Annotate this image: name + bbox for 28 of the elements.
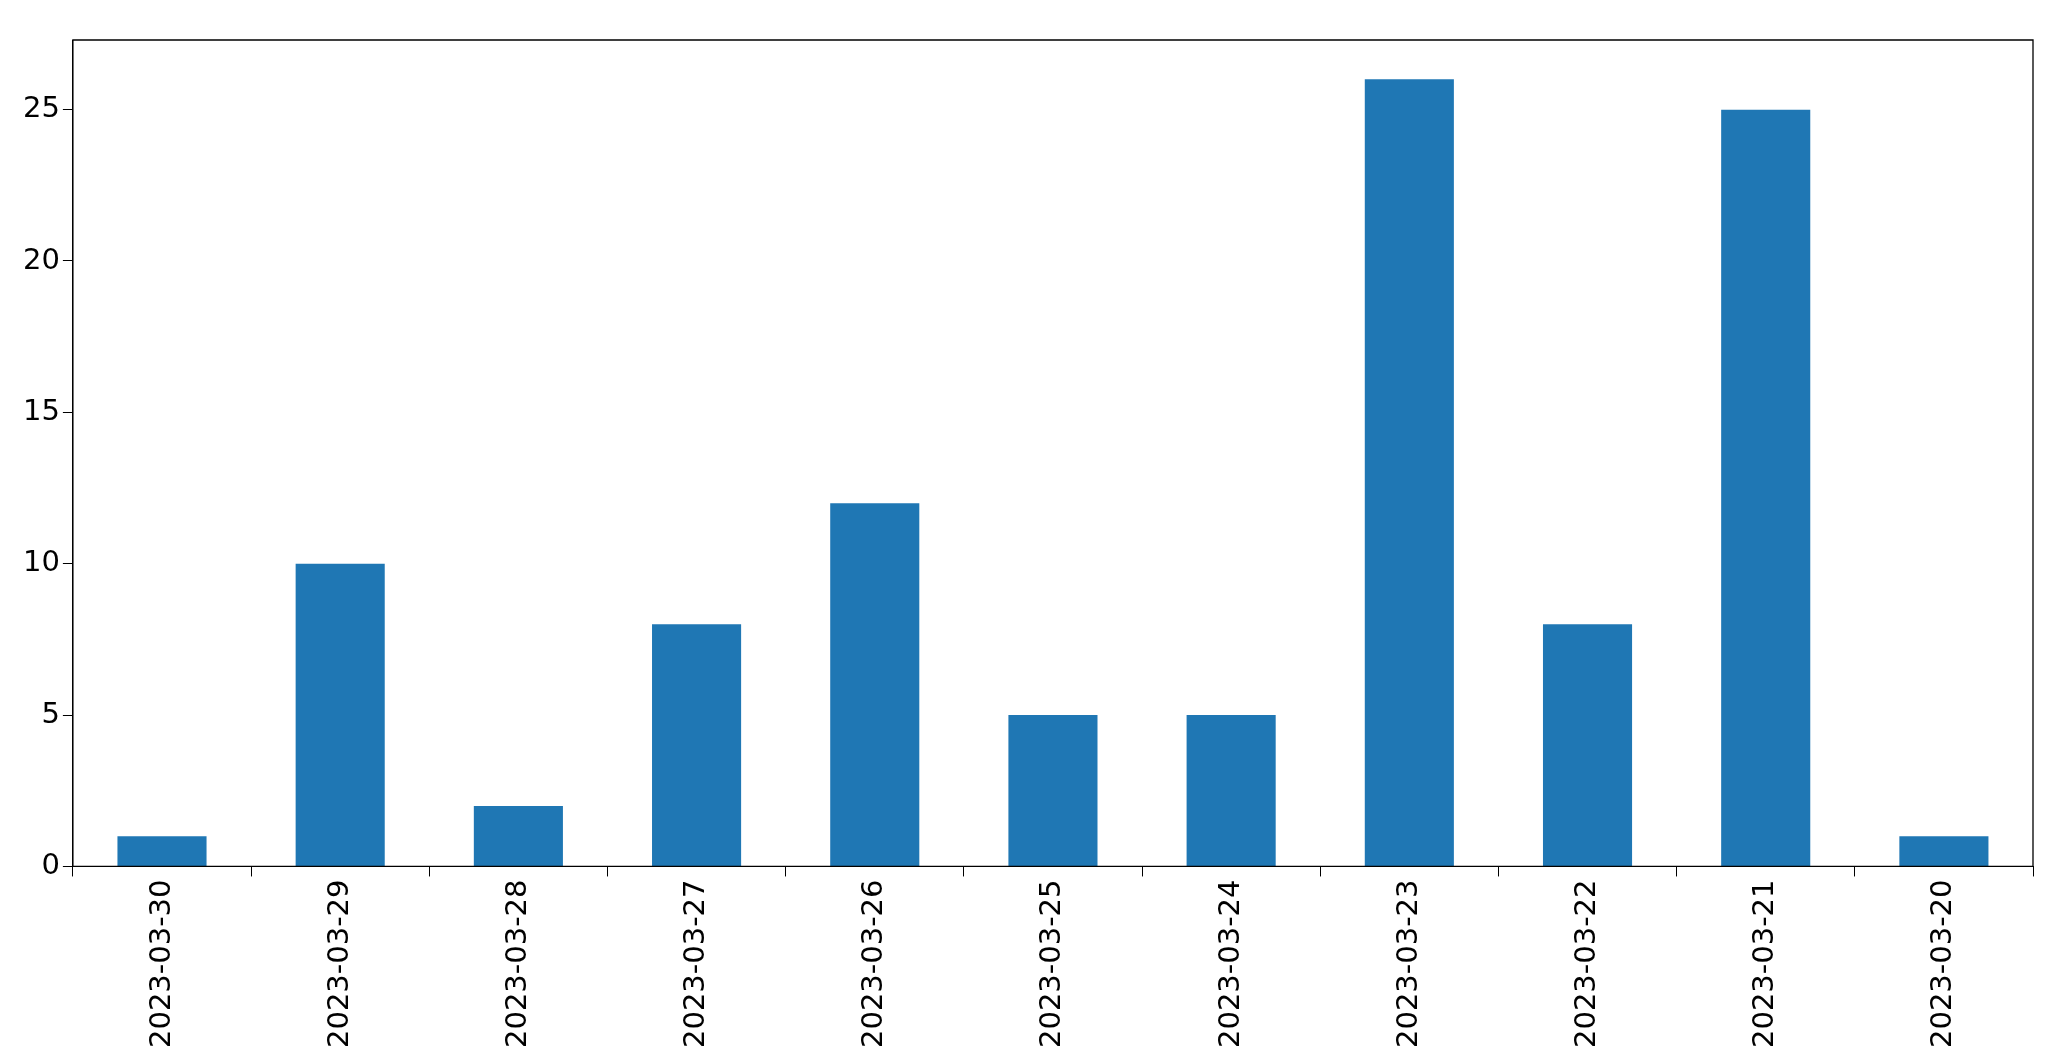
bar — [1721, 109, 1811, 866]
x-tick-label: 2023-03-30 — [142, 879, 177, 1049]
bar — [1542, 624, 1633, 866]
y-tick-label: 20 — [23, 241, 60, 276]
y-tick-label: 15 — [23, 392, 60, 427]
x-tick-label: 2023-03-21 — [1746, 879, 1781, 1049]
x-tick-label: 2023-03-25 — [1033, 879, 1068, 1049]
bar — [1008, 715, 1098, 866]
bar — [117, 836, 207, 866]
x-tick-label: 2023-03-20 — [1924, 879, 1959, 1049]
y-tick-label: 5 — [41, 695, 60, 730]
x-tick-label: 2023-03-28 — [498, 879, 533, 1049]
bar — [295, 563, 385, 866]
x-tick-label: 2023-03-22 — [1568, 879, 1603, 1049]
x-tick-label: 2023-03-24 — [1211, 879, 1246, 1049]
y-tick-label: 10 — [23, 544, 60, 579]
bar — [1186, 715, 1276, 866]
y-tick-label: 0 — [41, 847, 60, 881]
bar — [1899, 836, 1989, 866]
bar — [830, 503, 920, 866]
x-tick-label: 2023-03-27 — [677, 879, 712, 1049]
bar — [652, 624, 742, 866]
x-tick-label: 2023-03-26 — [855, 879, 890, 1049]
bar — [1364, 79, 1454, 866]
y-tick-label: 25 — [23, 90, 60, 125]
x-tick-label: 2023-03-23 — [1389, 879, 1424, 1049]
x-tick-label: 2023-03-29 — [320, 879, 355, 1049]
bar — [473, 805, 563, 866]
